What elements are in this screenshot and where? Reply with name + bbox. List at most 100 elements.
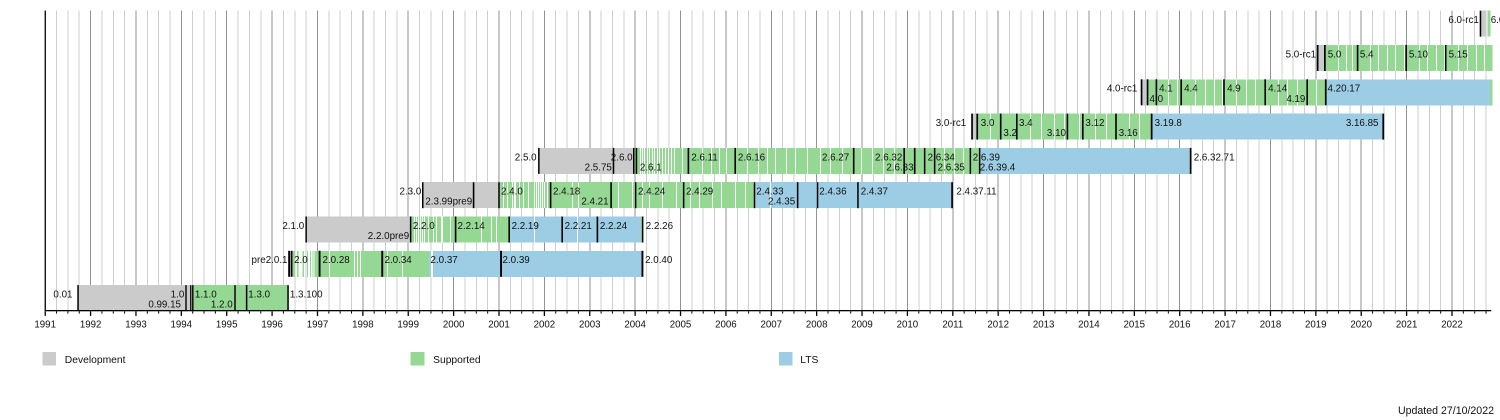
svg-text:1992: 1992 (80, 320, 102, 331)
svg-text:3.16: 3.16 (1119, 128, 1139, 139)
svg-text:6.0-rc1: 6.0-rc1 (1448, 15, 1479, 26)
svg-text:2.2.14: 2.2.14 (458, 221, 486, 232)
svg-text:2.6.32.71: 2.6.32.71 (1194, 152, 1235, 163)
svg-text:2.6.11: 2.6.11 (691, 152, 718, 163)
svg-text:2012: 2012 (987, 320, 1009, 331)
svg-text:2.2.19: 2.2.19 (512, 221, 539, 232)
svg-text:2.2.0: 2.2.0 (413, 221, 435, 232)
svg-text:2.2.0pre9: 2.2.0pre9 (368, 231, 409, 242)
svg-text:4.0-rc1: 4.0-rc1 (1107, 84, 1138, 95)
svg-text:2020: 2020 (1350, 320, 1372, 331)
svg-text:2001: 2001 (488, 320, 510, 331)
svg-text:4.19: 4.19 (1286, 94, 1305, 105)
svg-text:1.3.100: 1.3.100 (290, 290, 323, 301)
svg-text:2.6.34: 2.6.34 (928, 152, 956, 163)
svg-text:2.0.39: 2.0.39 (503, 255, 530, 266)
svg-text:2018: 2018 (1260, 320, 1282, 331)
svg-text:3.19.8: 3.19.8 (1155, 118, 1183, 129)
svg-text:2.4.0: 2.4.0 (501, 187, 523, 198)
svg-text:1999: 1999 (397, 320, 419, 331)
svg-text:4.9: 4.9 (1227, 84, 1241, 95)
svg-text:1991: 1991 (34, 320, 56, 331)
svg-text:3.2: 3.2 (1003, 128, 1017, 139)
svg-text:2.0.28: 2.0.28 (323, 255, 351, 266)
svg-text:2.6.35: 2.6.35 (938, 162, 966, 173)
svg-text:2.3.99pre9: 2.3.99pre9 (425, 197, 472, 208)
svg-text:2004: 2004 (624, 320, 646, 331)
svg-text:2.2.26: 2.2.26 (646, 221, 674, 232)
svg-text:2.2.24: 2.2.24 (600, 221, 628, 232)
svg-text:2.0: 2.0 (294, 255, 308, 266)
svg-text:3.0-rc1: 3.0-rc1 (936, 118, 967, 129)
svg-text:2.0.40: 2.0.40 (645, 255, 673, 266)
svg-text:0.99.15: 0.99.15 (148, 300, 181, 311)
svg-text:5.10: 5.10 (1409, 49, 1429, 60)
svg-text:2.0.37: 2.0.37 (431, 255, 458, 266)
svg-text:2019: 2019 (1305, 320, 1327, 331)
svg-text:1994: 1994 (171, 320, 193, 331)
svg-text:2013: 2013 (1033, 320, 1055, 331)
svg-text:1.0: 1.0 (171, 290, 185, 301)
svg-text:4.20.17: 4.20.17 (1328, 84, 1361, 95)
svg-text:3.10: 3.10 (1047, 128, 1067, 139)
svg-text:2.6.33: 2.6.33 (886, 162, 914, 173)
svg-text:5.0-rc1: 5.0-rc1 (1286, 49, 1317, 60)
svg-text:2003: 2003 (579, 320, 601, 331)
svg-text:LTS: LTS (800, 355, 818, 366)
svg-text:4.14: 4.14 (1268, 84, 1288, 95)
svg-text:2021: 2021 (1396, 320, 1418, 331)
svg-text:pre2.0.1: pre2.0.1 (252, 255, 288, 266)
svg-text:2.4.36: 2.4.36 (819, 187, 847, 198)
svg-text:1996: 1996 (261, 320, 283, 331)
svg-text:2.4.35: 2.4.35 (768, 197, 796, 208)
svg-text:2011: 2011 (942, 320, 963, 331)
svg-text:Updated 27/10/2022: Updated 27/10/2022 (1398, 405, 1494, 417)
svg-text:2000: 2000 (443, 320, 465, 331)
svg-text:1.2.0: 1.2.0 (211, 300, 233, 311)
svg-text:1995: 1995 (216, 320, 238, 331)
svg-text:1997: 1997 (307, 320, 329, 331)
svg-text:3.16.85: 3.16.85 (1346, 118, 1379, 129)
svg-text:1993: 1993 (125, 320, 147, 331)
svg-text:2.3.0: 2.3.0 (400, 187, 422, 198)
svg-text:2005: 2005 (670, 320, 692, 331)
svg-text:2.6.16: 2.6.16 (738, 152, 766, 163)
svg-text:Development: Development (65, 355, 126, 366)
svg-text:4.4: 4.4 (1184, 84, 1198, 95)
svg-text:3.4: 3.4 (1019, 118, 1033, 129)
svg-text:2015: 2015 (1124, 320, 1146, 331)
svg-text:2009: 2009 (851, 320, 873, 331)
svg-text:2016: 2016 (1169, 320, 1191, 331)
svg-text:2.0.34: 2.0.34 (385, 255, 413, 266)
svg-text:2.5.75: 2.5.75 (585, 162, 613, 173)
svg-text:2022: 2022 (1441, 320, 1463, 331)
svg-text:2.1.0: 2.1.0 (282, 221, 304, 232)
svg-text:0.01: 0.01 (53, 290, 72, 301)
svg-text:2006: 2006 (715, 320, 737, 331)
svg-text:4.0: 4.0 (1150, 94, 1164, 105)
svg-text:1.1.0: 1.1.0 (195, 290, 217, 301)
svg-text:2.4.24: 2.4.24 (638, 187, 666, 198)
svg-text:2.6.27: 2.6.27 (822, 152, 849, 163)
svg-text:2.6.39: 2.6.39 (973, 152, 1000, 163)
svg-text:2.6.39.4: 2.6.39.4 (980, 162, 1016, 173)
svg-text:2010: 2010 (897, 320, 919, 331)
svg-text:4.1: 4.1 (1159, 84, 1173, 95)
svg-text:2.2.21: 2.2.21 (565, 221, 592, 232)
svg-text:2002: 2002 (534, 320, 556, 331)
svg-text:2.4.33: 2.4.33 (756, 187, 784, 198)
svg-text:2.4.18: 2.4.18 (553, 187, 581, 198)
svg-text:2008: 2008 (806, 320, 828, 331)
svg-text:2017: 2017 (1214, 320, 1236, 331)
svg-text:3.0: 3.0 (981, 118, 995, 129)
svg-text:2.4.37.11: 2.4.37.11 (956, 187, 996, 198)
svg-text:3.12: 3.12 (1085, 118, 1104, 129)
svg-text:2.6.32: 2.6.32 (875, 152, 902, 163)
svg-text:Supported: Supported (433, 355, 481, 366)
svg-text:2.4.37: 2.4.37 (861, 187, 888, 198)
svg-text:2.5.0: 2.5.0 (515, 152, 537, 163)
svg-text:2.6.1: 2.6.1 (640, 162, 662, 173)
svg-text:5.4: 5.4 (1360, 49, 1374, 60)
svg-text:1998: 1998 (352, 320, 374, 331)
svg-text:2014: 2014 (1078, 320, 1100, 331)
